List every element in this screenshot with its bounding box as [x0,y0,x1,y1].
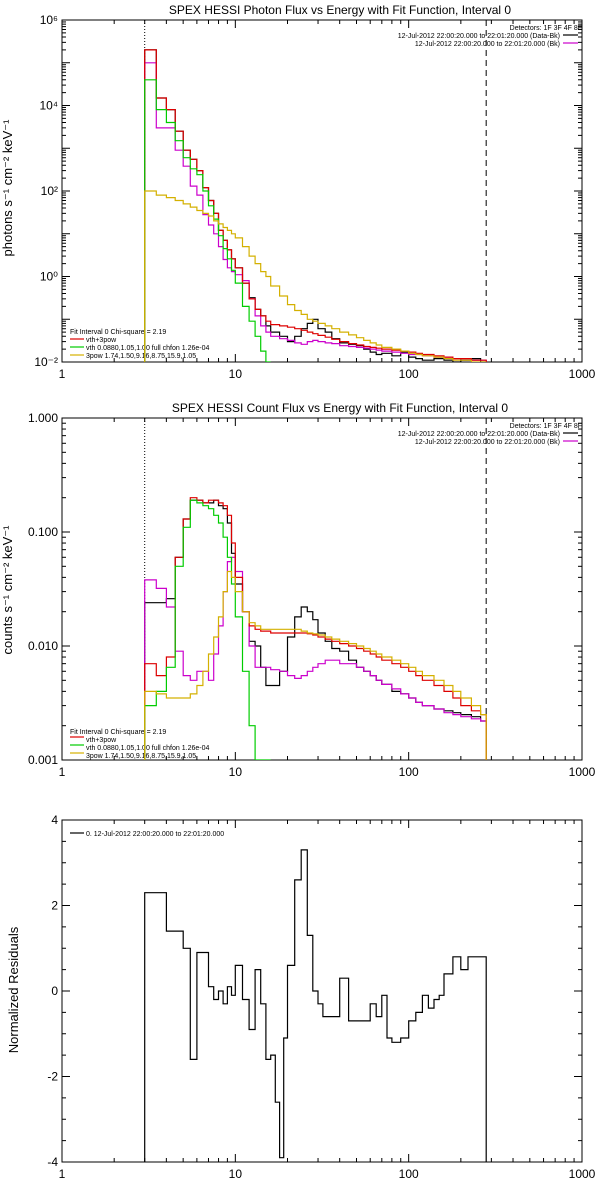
photon-legend-left-2: vth 0.0880,1.05,1.00 full chfon 1.26e-04 [86,345,209,352]
series-group [144,849,487,1162]
count-legend-left-2: vth 0.0880,1.05,1.00 full chfon 1.26e-04 [86,745,209,752]
x-tick-label: 1000 [569,765,596,779]
x-tick-label: 1 [59,765,66,779]
y-tick-label: 0.001 [28,753,58,767]
count-legend-right-2: 12-Jul-2012 22:00:20.000 to 22:01:20.000… [415,439,560,446]
y-tick-label: 0.100 [28,525,58,539]
x-tick-label: 1000 [569,1167,596,1181]
x-tick-label: 10 [229,367,243,381]
count-detectors: Detectors: 1F 3F 4F 8F [510,423,582,430]
series-line-2 [144,497,487,760]
y-tick-label: 2 [51,899,58,913]
series-group [144,497,487,760]
x-tick-label: 10 [229,765,243,779]
series-line-2 [144,49,487,362]
series-line-3 [144,499,271,760]
series-line-4 [144,190,487,362]
y-tick-label: 10² [41,184,58,198]
x-tick-label: 1 [59,1167,66,1181]
y-tick-label: 4 [51,813,58,827]
y-tick-label: -2 [47,1070,58,1084]
y-tick-label: 10⁴ [39,99,58,113]
series-group [144,49,487,362]
series-line-4 [144,570,487,760]
y-tick-label: 10⁰ [40,270,58,284]
x-tick-label: 100 [399,1167,419,1181]
photon-legend-left-3: 3pow 1.74,1.50,9.16,8.75,15.9,1.05 [86,353,196,360]
y-tick-label: 10⁶ [40,13,58,27]
axes-box [61,819,583,1163]
photon-detectors: Detectors: 1F 3F 4F 8F [510,25,582,32]
resid-ylabel: Normalized Residuals [6,926,21,1053]
x-tick-label: 10 [229,1167,243,1181]
x-tick-label: 100 [399,765,419,779]
count-legend-right-1: 12-Jul-2012 22:00:20.000 to 22:01:20.000… [398,431,560,438]
photon-legend-right-2: 12-Jul-2012 22:00:20.000 to 22:01:20.000… [415,41,560,48]
photon-legend-right-1: 12-Jul-2012 22:00:20.000 to 22:01:20.000… [398,33,560,40]
photon-legend-left-header: Fit Interval 0 Chi-square = 2.19 [70,329,166,336]
count-legend-left-header: Fit Interval 0 Chi-square = 2.19 [70,729,166,736]
series-line-3 [144,79,271,362]
series-line-1 [144,556,487,760]
panel-count: 1 10 100 1000 0.001 0.010 0.100 1.000 [28,411,596,779]
count-legend-left-3: 3pow 1.74,1.50,9.16,8.75,15.9,1.05 [86,753,196,760]
axes-box [61,19,583,363]
resid-legend: 0. 12-Jul-2012 22:00:20.000 to 22:01:20.… [86,831,224,838]
count-ylabel: counts s⁻¹ cm⁻² keV⁻¹ [0,525,15,655]
photon-legend-left-1: vth+3pow [86,337,117,344]
x-tick-label: 100 [399,367,419,381]
count-legend-left-1: vth+3pow [86,737,117,744]
photon-ylabel: photons s⁻¹ cm⁻² keV⁻¹ [0,119,15,257]
series-line-1 [144,62,487,362]
y-tick-label: -4 [47,1155,58,1169]
panel-photon: 1 10 100 1000 10⁻² 10⁰ 10² 10⁴ 10⁶ [34,13,595,381]
x-tick-label: 1000 [569,367,596,381]
y-tick-label: 0 [51,984,58,998]
photon-title: SPEX HESSI Photon Flux vs Energy with Fi… [169,3,511,17]
panel-resid: 1 10 100 1000 -4 -2 0 2 4 [47,813,595,1181]
series-line-0 [144,849,487,1162]
x-tick-label: 1 [59,367,66,381]
axes-box [61,417,583,761]
series-line-0 [144,49,487,362]
y-tick-label: 0.010 [28,639,58,653]
series-line-0 [144,499,487,760]
y-tick-label: 1.000 [28,411,58,425]
y-tick-label: 10⁻² [34,355,58,369]
count-title: SPEX HESSI Count Flux vs Energy with Fit… [172,401,508,415]
